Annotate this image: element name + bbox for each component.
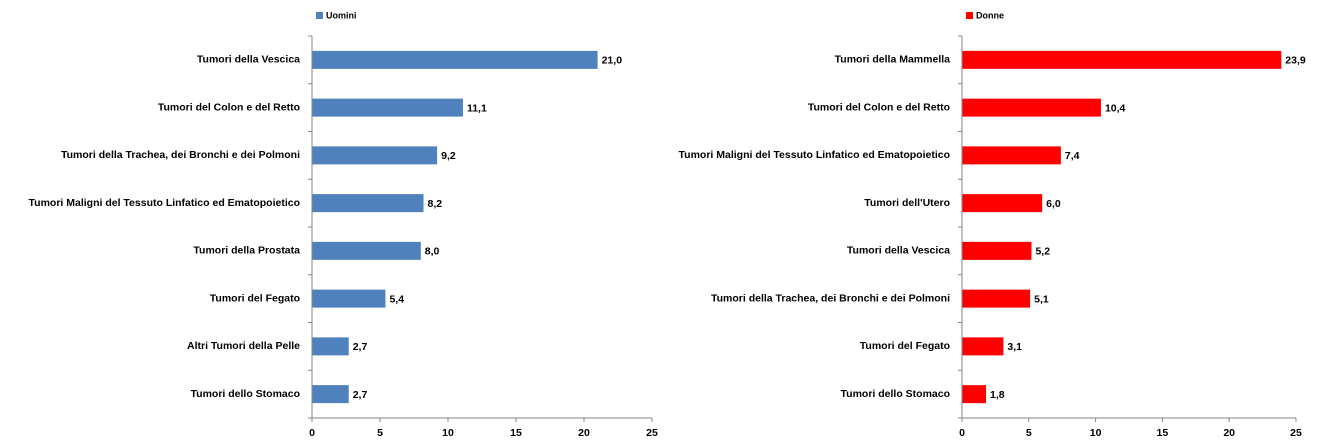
value-label: 21,0	[602, 55, 623, 67]
legend-label: Uomini	[326, 10, 357, 20]
value-label: 5,4	[389, 293, 404, 305]
x-tick-label: 10	[442, 427, 454, 439]
x-tick-label: 0	[309, 427, 315, 439]
bar	[962, 241, 1032, 260]
value-label: 2,7	[353, 389, 368, 401]
category-label: Altri Tumori della Pelle	[187, 340, 300, 352]
bar	[962, 289, 1031, 308]
x-tick-label: 0	[959, 427, 965, 439]
category-label: Tumori dell'Utero	[864, 197, 950, 209]
category-label: Tumori della Vescica	[197, 54, 300, 66]
category-label: Tumori del Fegato	[860, 340, 950, 352]
value-label: 7,4	[1065, 150, 1080, 162]
bar	[312, 337, 349, 356]
legend-label: Donne	[976, 10, 1004, 20]
bar	[312, 50, 598, 69]
category-label: Tumori della Prostata	[193, 245, 300, 257]
x-tick-label: 10	[1090, 427, 1102, 439]
category-label: Tumori del Fegato	[210, 292, 300, 304]
value-label: 6,0	[1046, 198, 1061, 210]
bar	[962, 146, 1061, 165]
category-label: Tumori della Trachea, dei Bronchi e dei …	[61, 149, 300, 161]
x-tick-label: 25	[1290, 427, 1302, 439]
category-label: Tumori Maligni del Tessuto Linfatico ed …	[679, 149, 950, 161]
x-tick-label: 20	[578, 427, 590, 439]
category-label: Tumori della Vescica	[847, 245, 950, 257]
value-label: 5,1	[1034, 293, 1049, 305]
category-label: Tumori dello Stomaco	[841, 388, 950, 400]
value-label: 23,9	[1285, 55, 1306, 67]
x-tick-label: 25	[646, 427, 658, 439]
bar	[962, 385, 987, 404]
value-label: 5,2	[1035, 246, 1050, 258]
x-tick-label: 5	[1026, 427, 1032, 439]
x-tick-label: 15	[510, 427, 522, 439]
value-label: 10,4	[1105, 102, 1126, 114]
x-tick-label: 20	[1223, 427, 1235, 439]
category-label: Tumori del Colon e del Retto	[158, 101, 300, 113]
value-label: 11,1	[467, 102, 487, 114]
x-tick-label: 5	[377, 427, 383, 439]
category-label: Tumori della Trachea, dei Bronchi e dei …	[711, 292, 950, 304]
legend-swatch	[316, 12, 323, 19]
bar	[312, 289, 386, 308]
bar	[312, 241, 421, 260]
value-label: 8,2	[428, 198, 443, 210]
value-label: 1,8	[990, 389, 1005, 401]
value-label: 9,2	[441, 150, 456, 162]
bar	[312, 385, 349, 404]
value-label: 8,0	[425, 246, 440, 258]
category-label: Tumori dello Stomaco	[191, 388, 300, 400]
category-label: Tumori della Mammella	[835, 54, 950, 66]
legend-swatch	[966, 12, 973, 19]
bar	[962, 194, 1043, 213]
bar	[312, 194, 424, 213]
category-label: Tumori Maligni del Tessuto Linfatico ed …	[29, 197, 300, 209]
value-label: 2,7	[353, 341, 368, 353]
x-tick-label: 15	[1157, 427, 1169, 439]
bar	[962, 98, 1101, 117]
bar	[312, 146, 438, 165]
bar	[962, 50, 1282, 69]
bar	[962, 337, 1004, 356]
bar	[312, 98, 463, 117]
category-label: Tumori del Colon e del Retto	[808, 101, 950, 113]
value-label: 3,1	[1007, 341, 1022, 353]
